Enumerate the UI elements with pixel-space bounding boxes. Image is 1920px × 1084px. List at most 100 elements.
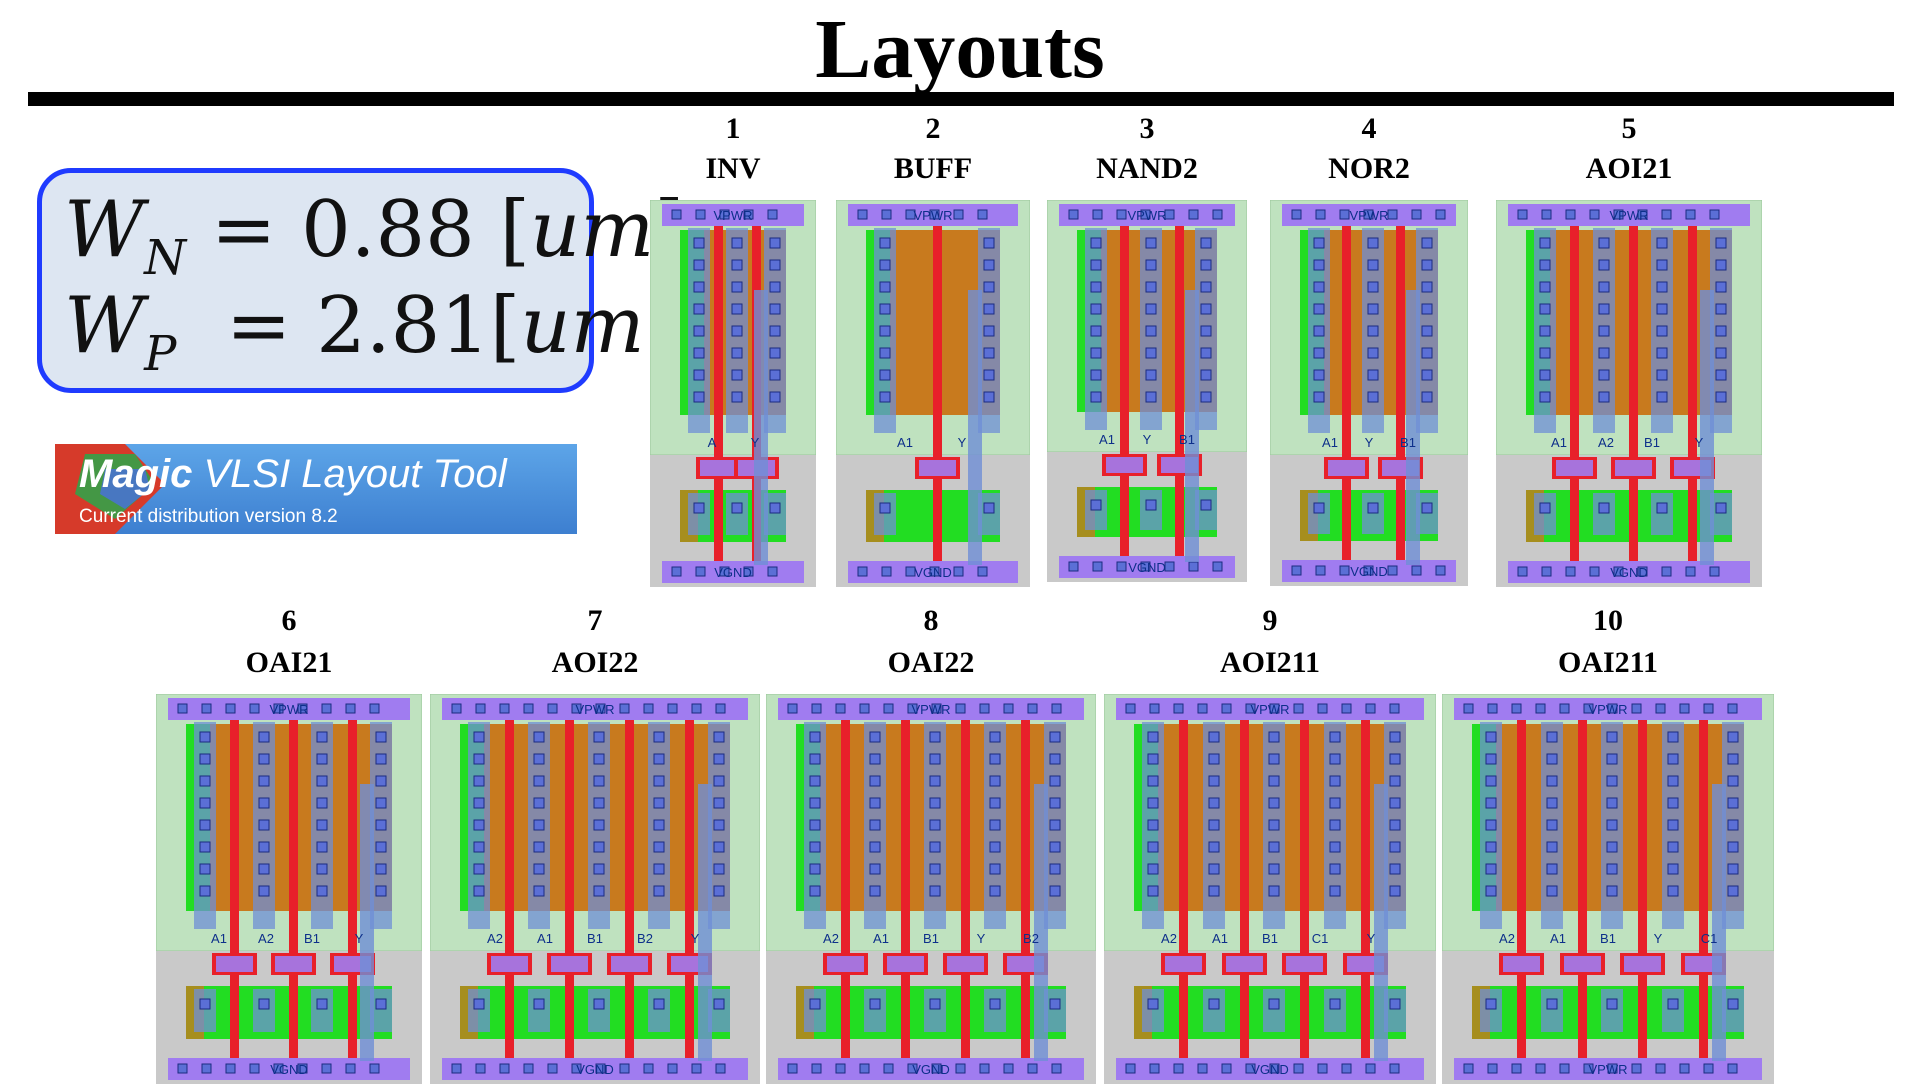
- contact-square: [1208, 819, 1220, 831]
- contact-square: [375, 819, 387, 831]
- contact-square: [1727, 775, 1739, 787]
- rail-contact: [953, 209, 964, 220]
- contact-square: [1268, 998, 1280, 1010]
- contact-square: [1389, 841, 1401, 853]
- pin-label: A1: [537, 931, 553, 946]
- rail-contact: [1517, 566, 1528, 577]
- rail-contact: [1637, 209, 1648, 220]
- poly-gate: [714, 220, 723, 567]
- rail-contact: [1245, 703, 1256, 714]
- contact-square: [1145, 281, 1157, 293]
- local-interconnect: [1263, 989, 1285, 1032]
- rail-contact: [1613, 566, 1624, 577]
- pin-label: Y: [1365, 435, 1374, 450]
- contact-square: [1145, 347, 1157, 359]
- contact-square: [1147, 797, 1159, 809]
- contact-square: [869, 998, 881, 1010]
- contact-square: [1421, 369, 1433, 381]
- rail-contact: [1541, 209, 1552, 220]
- rail-contact: [1565, 209, 1576, 220]
- rail-contact: [1411, 565, 1422, 576]
- contact-square: [1145, 499, 1157, 511]
- layout-drawing: VPWR VGND A2 A1 B1 C1 Y: [1104, 694, 1436, 1084]
- rail-contact: [1188, 209, 1199, 220]
- contact-square: [1656, 237, 1668, 249]
- contact-square: [533, 841, 545, 853]
- local-interconnect: [688, 493, 710, 535]
- contact-square: [1329, 753, 1341, 765]
- contact-square: [1313, 347, 1325, 359]
- contact-square: [375, 885, 387, 897]
- contact-square: [879, 325, 891, 337]
- contact-square: [713, 885, 725, 897]
- pin-label: Y: [1654, 931, 1663, 946]
- contact-square: [1268, 841, 1280, 853]
- rail-contact: [1068, 561, 1079, 572]
- contact-square: [989, 841, 1001, 853]
- pin-label: B1: [304, 931, 320, 946]
- contact-square: [1090, 391, 1102, 403]
- contact-square: [693, 325, 705, 337]
- contact-square: [1598, 281, 1610, 293]
- contact-square: [1313, 281, 1325, 293]
- local-interconnect: [1480, 989, 1502, 1032]
- rail-label-bottom: VGND: [576, 1062, 614, 1077]
- rail-contact: [905, 566, 916, 577]
- input-met-pad: [1106, 457, 1143, 473]
- rail-contact: [691, 1063, 702, 1074]
- poly-gate: [1578, 714, 1587, 1064]
- contact-square: [879, 391, 891, 403]
- contact-square: [473, 797, 485, 809]
- contact-square: [258, 797, 270, 809]
- output-route: [698, 784, 712, 1061]
- contact-square: [1715, 391, 1727, 403]
- contact-square: [1367, 502, 1379, 514]
- rail-contact: [1212, 561, 1223, 572]
- rail-contact: [1583, 703, 1594, 714]
- input-met-pad: [1615, 460, 1652, 476]
- rail-contact: [1092, 561, 1103, 572]
- rail-contact: [475, 1063, 486, 1074]
- contact-square: [1598, 259, 1610, 271]
- rail-contact: [1003, 1063, 1014, 1074]
- rail-contact: [883, 703, 894, 714]
- contact-square: [713, 731, 725, 743]
- contact-square: [1485, 753, 1497, 765]
- contact-square: [1090, 347, 1102, 359]
- contact-square: [473, 819, 485, 831]
- contact-square: [809, 797, 821, 809]
- rail-label-bottom: VGND: [1251, 1062, 1289, 1077]
- rail-contact: [811, 703, 822, 714]
- contact-square: [199, 885, 211, 897]
- contact-square: [1367, 347, 1379, 359]
- poly-gate: [685, 714, 694, 1064]
- pin-label: Y: [355, 931, 364, 946]
- rail-label-bottom: VGND: [1128, 560, 1166, 575]
- contact-square: [713, 753, 725, 765]
- input-met-pad: [216, 956, 253, 972]
- contact-square: [983, 325, 995, 337]
- rail-contact: [273, 1063, 284, 1074]
- contact-square: [713, 863, 725, 875]
- pin-label: B1: [1644, 435, 1660, 450]
- contact-square: [1389, 753, 1401, 765]
- contact-square: [983, 502, 995, 514]
- rail-contact: [787, 1063, 798, 1074]
- cell-name: BUFF: [893, 152, 973, 185]
- rail-contact: [1435, 565, 1446, 576]
- local-interconnect: [874, 493, 896, 535]
- contact-square: [1049, 775, 1061, 787]
- contact-square: [1313, 237, 1325, 249]
- pin-label: B1: [587, 931, 603, 946]
- contact-square: [1715, 369, 1727, 381]
- rail-contact: [1221, 703, 1232, 714]
- contact-square: [1667, 731, 1679, 743]
- contact-square: [1598, 502, 1610, 514]
- contact-square: [199, 797, 211, 809]
- rail-contact: [1685, 209, 1696, 220]
- contact-square: [929, 731, 941, 743]
- poly-gate: [1021, 714, 1030, 1064]
- contact-square: [1546, 819, 1558, 831]
- contact-square: [258, 775, 270, 787]
- contact-square: [1656, 347, 1668, 359]
